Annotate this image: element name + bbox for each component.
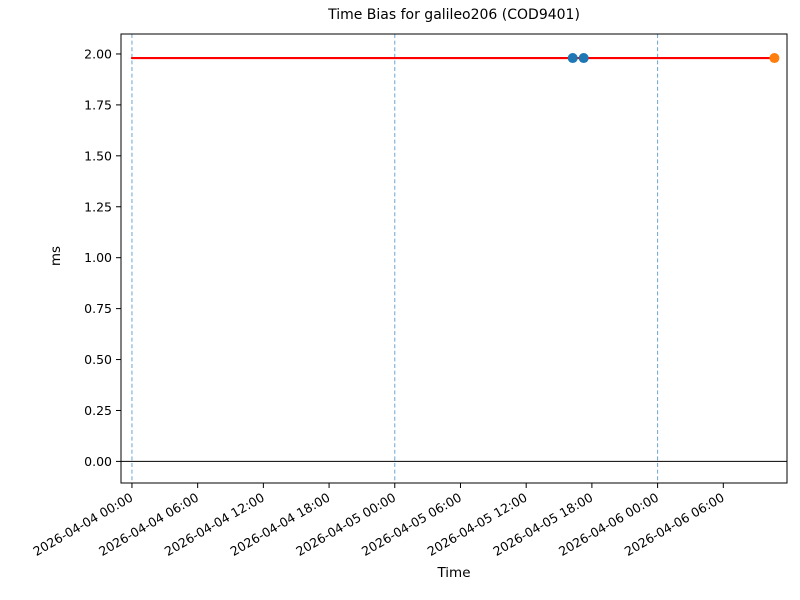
chart-title: Time Bias for galileo206 (COD9401) (328, 7, 580, 23)
y-tick-label: 2.00 (84, 46, 112, 61)
y-tick-label: 1.25 (84, 199, 112, 214)
x-axis-label: Time (437, 565, 471, 581)
y-tick-label: 1.75 (84, 97, 112, 112)
observed-points-marker (578, 53, 589, 64)
y-tick-label: 0.75 (84, 301, 112, 316)
y-tick-label: 0.50 (84, 352, 112, 367)
latest-point-marker (769, 53, 780, 64)
y-tick-label: 0.25 (84, 403, 112, 418)
y-tick-label: 1.00 (84, 250, 112, 265)
y-tick-label: 0.00 (84, 454, 112, 469)
y-tick-label: 1.50 (84, 148, 112, 163)
observed-points-marker (567, 53, 578, 64)
plot-border (120, 33, 788, 484)
